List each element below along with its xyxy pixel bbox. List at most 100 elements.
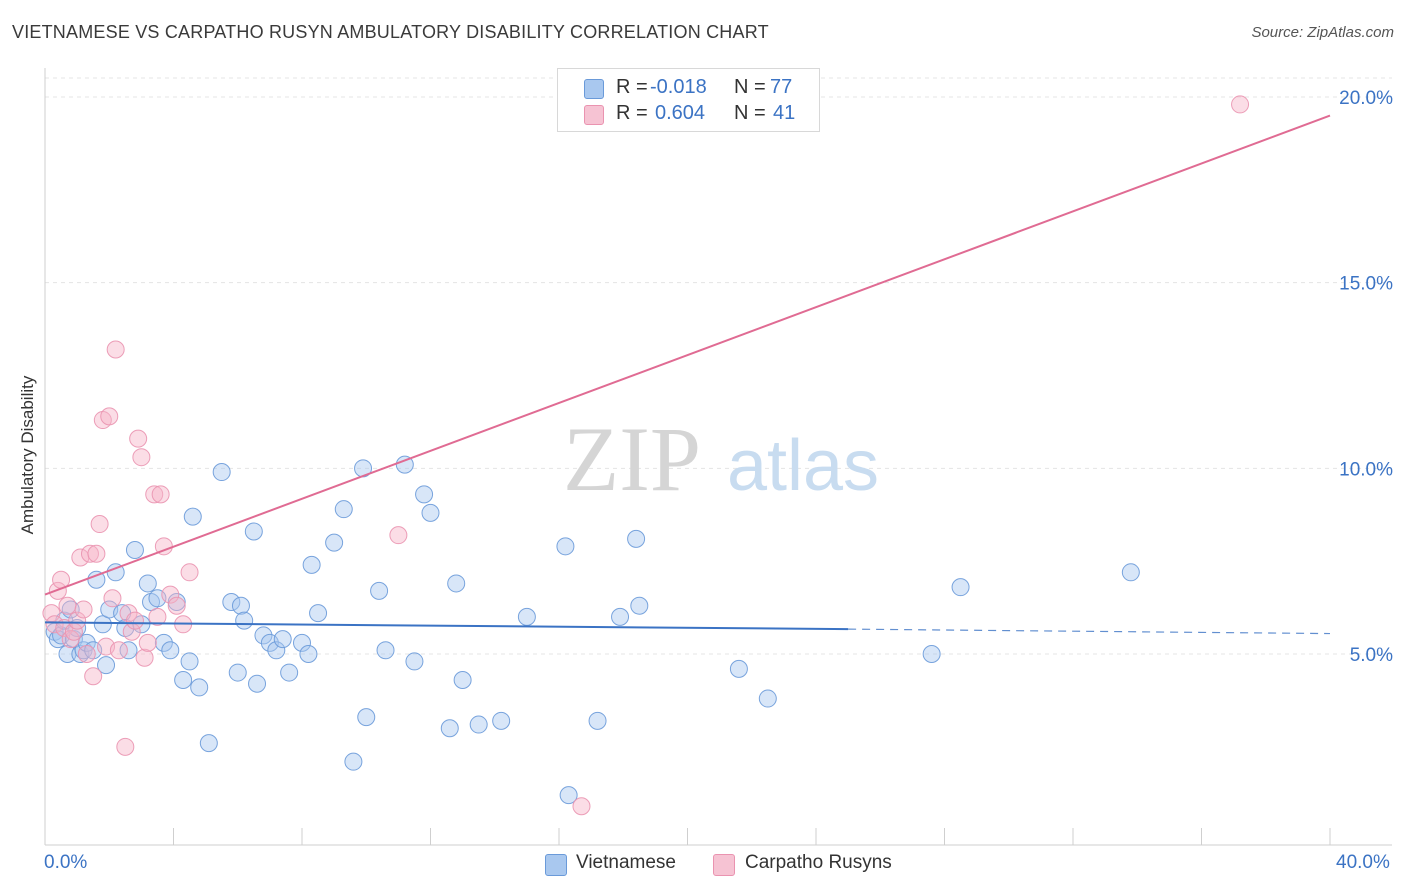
point-vietnamese (231, 596, 250, 615)
legend-row-carpatho-rusyns: R = 0.604 N = 41 (558, 101, 819, 127)
point-carpatho-rusyns (106, 340, 125, 359)
point-carpatho-rusyns (100, 407, 119, 426)
legend-swatch-carpatho-rusyns (713, 854, 735, 876)
point-carpatho-rusyns (74, 600, 93, 619)
point-carpatho-rusyns (180, 563, 199, 582)
point-vietnamese (235, 611, 254, 630)
r-value: 0.604 (655, 102, 706, 124)
r-label: R = (616, 102, 648, 124)
point-vietnamese (299, 645, 318, 663)
point-vietnamese (1121, 563, 1140, 582)
point-vietnamese (119, 641, 138, 660)
point-vietnamese (180, 652, 199, 671)
data-points (42, 95, 1250, 816)
point-vietnamese (517, 607, 536, 626)
point-carpatho-rusyns (68, 611, 87, 630)
grid-lines (45, 77, 1392, 655)
x-tick-max: 40.0% (1336, 852, 1390, 873)
point-carpatho-rusyns (109, 641, 128, 660)
point-carpatho-rusyns (129, 429, 148, 448)
point-vietnamese (174, 670, 193, 689)
point-vietnamese (334, 500, 353, 519)
point-vietnamese (280, 663, 299, 682)
y-tick-label: 20.0% (1339, 88, 1393, 109)
point-carpatho-rusyns (132, 448, 151, 467)
r-value: -0.018 (650, 76, 707, 98)
y-tick-labels: 5.0% 10.0% 15.0% 20.0% (1339, 88, 1393, 666)
x-tick-min: 0.0% (44, 852, 88, 873)
n-label: N = (734, 102, 766, 124)
point-carpatho-rusyns (87, 544, 106, 563)
point-vietnamese (630, 596, 649, 615)
point-vietnamese (222, 593, 241, 612)
legend-swatch-pink (584, 105, 604, 125)
legend-label-carpatho-rusyns: Carpatho Rusyns (745, 852, 892, 873)
legend-swatch-vietnamese (545, 854, 567, 876)
trend-line-carpatho-rusyns (44, 114, 1331, 596)
point-vietnamese (248, 674, 267, 693)
point-carpatho-rusyns (77, 645, 96, 663)
point-vietnamese (125, 541, 144, 560)
point-carpatho-rusyns (125, 611, 144, 630)
trend-line-vietnamese-extension (848, 628, 1331, 635)
point-vietnamese (357, 708, 376, 727)
point-vietnamese (611, 607, 630, 626)
point-vietnamese (370, 581, 389, 600)
point-vietnamese (405, 652, 424, 671)
point-vietnamese (729, 659, 748, 678)
point-carpatho-rusyns (45, 615, 64, 634)
legend-stats: R = -0.018 N = 77 R = 0.604 N = 41 (557, 68, 820, 132)
point-carpatho-rusyns (80, 544, 99, 563)
point-carpatho-rusyns (84, 667, 103, 686)
point-vietnamese (244, 522, 263, 541)
point-vietnamese (559, 786, 578, 805)
point-vietnamese (627, 529, 646, 548)
point-vietnamese (951, 578, 970, 597)
watermark-zip: ZIP (563, 408, 701, 510)
point-vietnamese (492, 711, 511, 730)
point-vietnamese (440, 719, 459, 738)
legend-series: Vietnamese Carpatho Rusyns (0, 851, 1406, 877)
point-vietnamese (267, 641, 286, 660)
point-carpatho-rusyns (572, 797, 591, 816)
point-carpatho-rusyns (161, 585, 180, 604)
point-carpatho-rusyns (58, 596, 77, 615)
point-vietnamese (588, 711, 607, 730)
n-label: N = (734, 76, 766, 98)
point-vietnamese (376, 641, 395, 660)
point-vietnamese (161, 641, 180, 660)
point-vietnamese (309, 604, 328, 623)
point-carpatho-rusyns (389, 526, 408, 545)
point-vietnamese (447, 574, 466, 593)
n-value: 77 (770, 76, 793, 98)
point-vietnamese (228, 663, 247, 682)
point-vietnamese (469, 715, 488, 734)
point-vietnamese (758, 689, 777, 708)
point-vietnamese (87, 570, 106, 589)
point-carpatho-rusyns (48, 581, 67, 600)
point-vietnamese (138, 574, 157, 593)
source-credit: Source: ZipAtlas.com (1251, 24, 1394, 41)
legend-swatch-blue (584, 79, 604, 99)
point-vietnamese (212, 463, 231, 482)
point-vietnamese (254, 626, 273, 645)
trend-line-vietnamese (44, 621, 849, 631)
trend-lines (44, 114, 1331, 635)
point-vietnamese (273, 630, 292, 649)
point-carpatho-rusyns (138, 633, 157, 652)
point-vietnamese (97, 656, 116, 675)
y-tick-label: 10.0% (1339, 459, 1393, 480)
point-vietnamese (302, 555, 321, 574)
point-carpatho-rusyns (151, 485, 170, 504)
legend-row-vietnamese: R = -0.018 N = 77 (558, 75, 819, 101)
n-value: 41 (773, 102, 796, 124)
point-vietnamese (293, 633, 311, 652)
point-vietnamese (167, 593, 186, 612)
y-tick-label: 5.0% (1350, 645, 1393, 666)
point-vietnamese (325, 533, 344, 552)
point-vietnamese (556, 537, 575, 556)
axes (44, 68, 1392, 846)
point-carpatho-rusyns (1231, 95, 1250, 114)
watermark-atlas: atlas (727, 426, 879, 506)
